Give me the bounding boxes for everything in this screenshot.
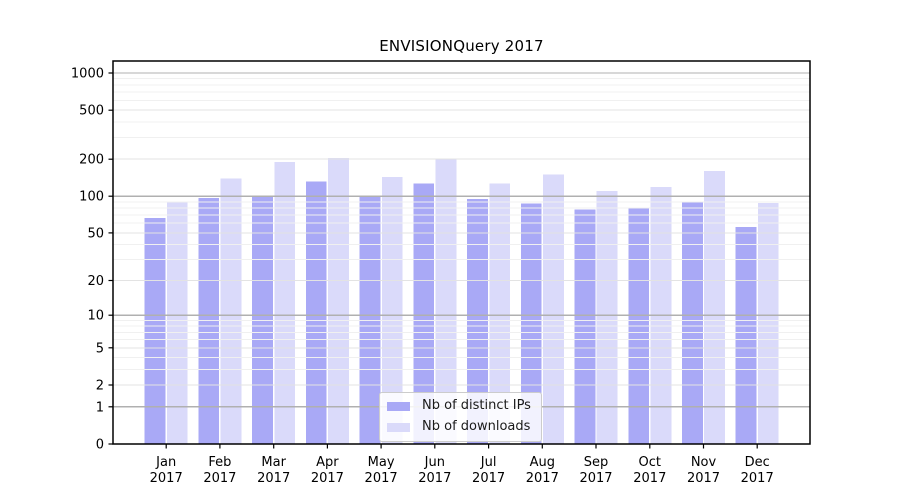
bar-downloads: [166, 201, 188, 444]
x-tick-label-year: 2017: [526, 471, 559, 486]
bar-distinct-ips: [305, 181, 327, 444]
bar-downloads: [435, 159, 457, 444]
x-tick-label-month: Oct: [639, 455, 661, 470]
x-tick-label-month: Aug: [530, 455, 555, 470]
x-tick-label-year: 2017: [203, 471, 236, 486]
legend-item-downloads: Nb of downloads: [387, 419, 531, 435]
bar-distinct-ips: [467, 198, 488, 444]
bar-downloads: [328, 158, 349, 444]
x-tick-label-year: 2017: [257, 471, 290, 486]
x-tick-label-month: Nov: [691, 455, 717, 470]
x-tick-label-year: 2017: [150, 471, 183, 486]
legend-label-distinct-ips: Nb of distinct IPs: [422, 398, 531, 413]
x-tick-label-month: Jun: [424, 455, 445, 470]
x-tick-label-year: 2017: [633, 471, 666, 486]
y-tick-label: 10: [87, 309, 104, 324]
x-tick-label-month: Mar: [261, 455, 286, 470]
y-tick-label: 1: [96, 400, 104, 415]
bar-downloads: [274, 162, 296, 444]
bar-distinct-ips: [735, 226, 757, 444]
y-tick-label: 50: [87, 226, 104, 241]
y-tick-label: 500: [79, 104, 104, 119]
bar-distinct-ips: [520, 203, 542, 444]
bar-downloads: [543, 174, 564, 444]
legend: Nb of distinct IPs Nb of downloads: [379, 392, 542, 442]
x-tick-label-year: 2017: [418, 471, 451, 486]
legend-label-downloads: Nb of downloads: [422, 419, 531, 434]
x-tick-label-month: Dec: [745, 455, 770, 470]
x-tick-label-month: Sep: [584, 455, 609, 470]
y-tick-label: 1000: [71, 67, 104, 82]
x-tick-label-year: 2017: [687, 471, 720, 486]
legend-swatch-downloads: [387, 422, 410, 432]
y-tick-label: 20: [87, 274, 104, 289]
plot-border: [112, 60, 811, 445]
x-tick-label-month: Jan: [155, 455, 176, 470]
chart-title: ENVISIONQuery 2017: [379, 37, 544, 55]
x-tick-label-year: 2017: [472, 471, 505, 486]
bar-downloads: [757, 203, 779, 444]
bar-downloads: [704, 171, 725, 444]
bar-distinct-ips: [252, 195, 273, 444]
bar-downloads: [596, 191, 618, 444]
x-tick-label-month: Apr: [316, 455, 339, 470]
x-tick-label-year: 2017: [311, 471, 344, 486]
legend-item-distinct-ips: Nb of distinct IPs: [387, 398, 531, 414]
bar-distinct-ips: [144, 218, 166, 444]
bar-downloads: [381, 177, 403, 444]
x-tick-label-month: May: [368, 455, 395, 470]
x-tick-label-year: 2017: [365, 471, 398, 486]
bar-distinct-ips: [413, 183, 435, 444]
x-tick-label-month: Feb: [208, 455, 231, 470]
x-tick-label-year: 2017: [741, 471, 774, 486]
y-tick-label: 200: [79, 153, 104, 168]
bar-downloads: [489, 183, 511, 444]
bar-distinct-ips: [682, 201, 703, 444]
legend-swatch-distinct-ips: [387, 401, 410, 411]
y-tick-label: 100: [79, 190, 104, 205]
y-tick-label: 2: [96, 379, 104, 394]
bar-downloads: [220, 178, 242, 445]
x-tick-label-month: Jul: [480, 455, 497, 470]
x-tick-label-year: 2017: [579, 471, 612, 486]
y-tick-label: 0: [96, 438, 104, 453]
y-tick-label: 5: [96, 341, 104, 356]
